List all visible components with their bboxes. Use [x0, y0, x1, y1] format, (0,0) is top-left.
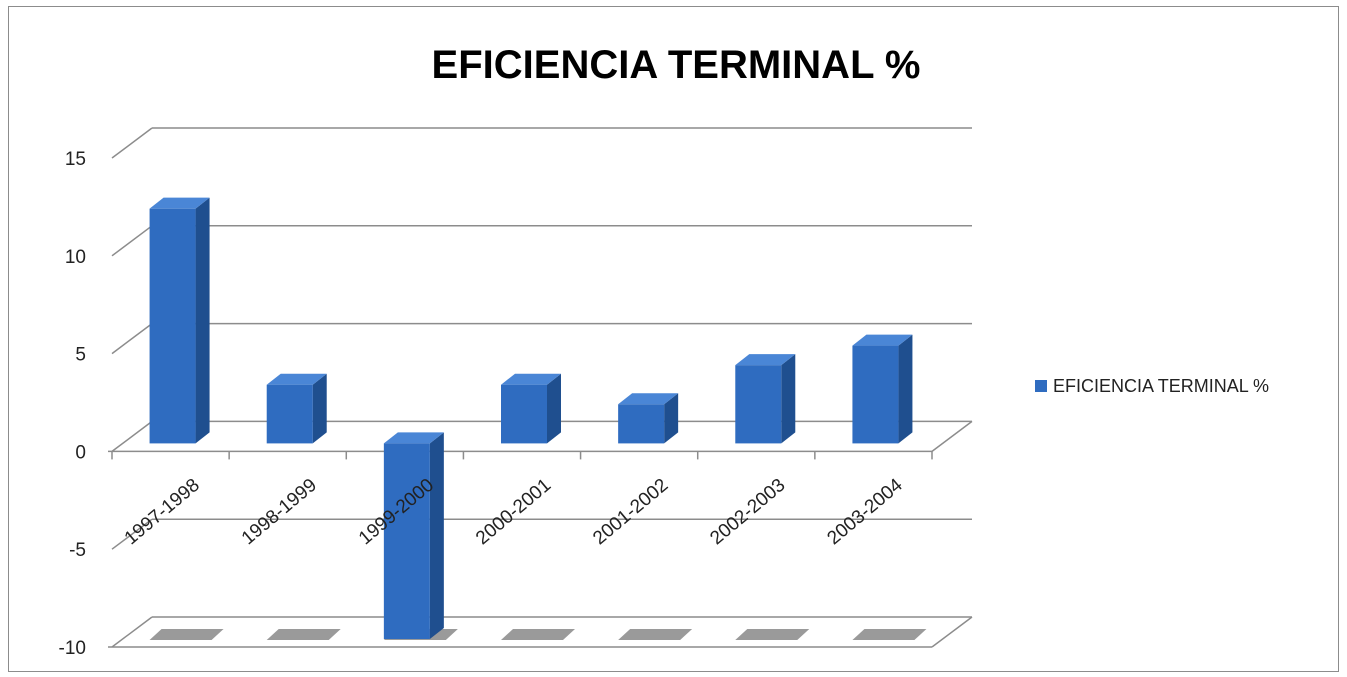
gridline-diagonal: [111, 518, 153, 550]
bar: [501, 373, 561, 444]
bar-front: [852, 345, 899, 444]
gridline-diagonal: [111, 616, 153, 648]
gridline-diagonal: [111, 225, 153, 257]
x-category-label: 2003-2004: [824, 474, 907, 549]
bar-top: [735, 354, 796, 366]
x-category-label: 2001-2002: [589, 475, 672, 550]
bar: [383, 432, 444, 639]
bar: [735, 354, 796, 444]
bar-top: [618, 393, 679, 405]
legend-label: EFICIENCIA TERMINAL %: [1053, 376, 1269, 396]
x-category-label: 2002-2003: [706, 475, 789, 550]
bar: [852, 334, 913, 444]
gridline-diagonal: [111, 420, 153, 452]
floor-shadow: [149, 629, 224, 640]
y-tick-label: 0: [75, 442, 86, 463]
x-category-label: 1998-1999: [238, 475, 321, 550]
floor-shadow: [501, 629, 575, 640]
bar-front: [149, 208, 196, 444]
floor-shadow: [266, 629, 341, 640]
bar: [618, 393, 679, 444]
chart-frame: [8, 6, 1339, 672]
bar-side: [547, 373, 561, 444]
bar-top: [852, 334, 913, 346]
legend-swatch: [1035, 380, 1047, 392]
y-tick-label: -10: [59, 638, 86, 659]
y-tick-label: 5: [75, 345, 86, 366]
grid-layer: [108, 127, 973, 648]
gridline-diagonal: [111, 323, 153, 355]
y-tick-label: 10: [65, 247, 86, 268]
bar-side: [664, 393, 679, 444]
x-category-label: 1997-1998: [121, 475, 204, 550]
bar-side: [429, 432, 444, 639]
legend: EFICIENCIA TERMINAL %: [1035, 376, 1269, 396]
bar-top: [383, 432, 444, 444]
bar-top: [149, 197, 210, 209]
zero-axis-diagonal: [931, 420, 973, 452]
bar-front: [618, 404, 665, 444]
bar-side: [898, 334, 913, 444]
bar-front: [501, 384, 547, 444]
gridline-diagonal: [111, 127, 153, 159]
x-category-label: 2000-2001: [472, 475, 555, 550]
bar-top: [266, 373, 327, 385]
bar: [149, 197, 210, 444]
bar: [266, 373, 327, 444]
bars: [149, 197, 913, 639]
chart-title: EFICIENCIA TERMINAL %: [432, 43, 921, 87]
x-axis-labels: 1997-1998 1998-1999 1999-2000 2000-2001 2001…: [121, 474, 907, 549]
floor-diagonal: [931, 616, 973, 648]
bar-front: [735, 365, 782, 444]
bar-side: [312, 373, 327, 444]
floor-layer: [149, 629, 927, 640]
floor-shadow: [618, 629, 693, 640]
bar-top: [501, 373, 561, 385]
bar-side: [195, 197, 210, 444]
bar-front: [266, 384, 313, 444]
y-tick-label: 15: [65, 149, 86, 170]
y-axis-ticks: 15 10 5 0 -5 -10: [59, 149, 86, 659]
bar-side: [781, 354, 796, 444]
floor-shadow: [735, 629, 810, 640]
bar-front: [383, 443, 430, 639]
floor-shadow: [852, 629, 927, 640]
y-tick-label: -5: [69, 540, 86, 561]
